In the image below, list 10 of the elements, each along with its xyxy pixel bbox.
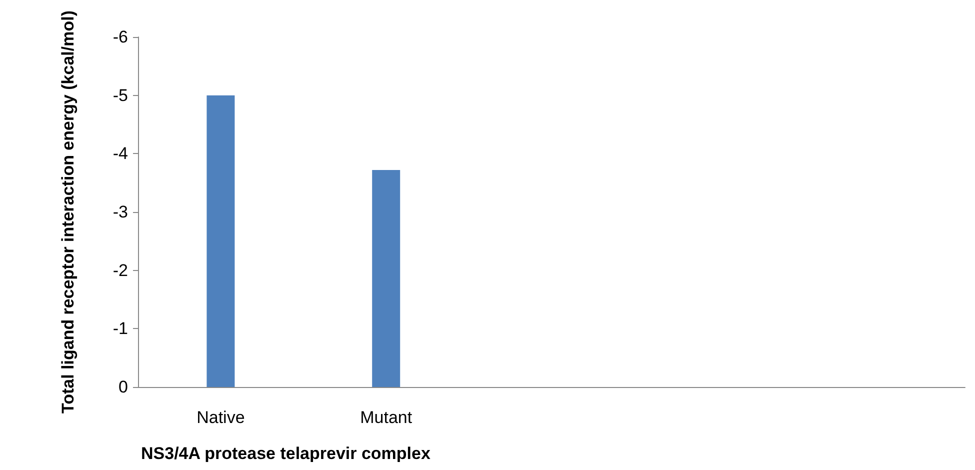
- y-tick-label: -2: [112, 260, 128, 280]
- x-tick-label: Native: [196, 408, 245, 427]
- x-tick-label: Mutant: [360, 408, 412, 427]
- y-tick-label: -6: [112, 28, 128, 47]
- y-tick-label: -4: [112, 144, 128, 164]
- y-tick-label: -1: [112, 319, 128, 338]
- y-tick-label: -5: [112, 86, 128, 105]
- y-axis-title: Total ligand receptor interaction energy (kcal/mol): [58, 10, 78, 414]
- y-tick-label: 0: [118, 378, 128, 396]
- y-tick-label: -3: [112, 202, 128, 222]
